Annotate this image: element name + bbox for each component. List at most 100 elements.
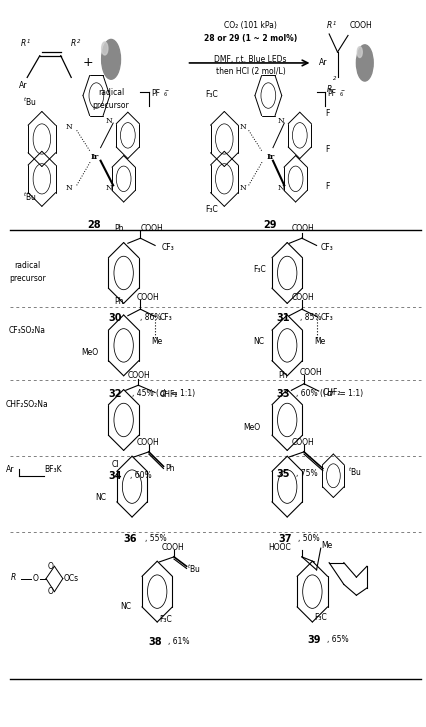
Text: N: N: [277, 117, 284, 125]
Text: NC: NC: [120, 602, 131, 611]
Text: , 75%: , 75%: [295, 469, 317, 478]
Text: N: N: [277, 184, 284, 192]
Text: Ir: Ir: [90, 153, 98, 161]
Ellipse shape: [101, 39, 120, 79]
Text: Ph: Ph: [115, 224, 124, 233]
Text: 37: 37: [278, 534, 291, 544]
Text: CF₃SO₂Na: CF₃SO₂Na: [9, 326, 46, 335]
Text: F₃C: F₃C: [205, 205, 218, 214]
Text: COOH: COOH: [299, 368, 322, 377]
Text: MeO: MeO: [81, 348, 98, 357]
Ellipse shape: [357, 47, 361, 57]
Text: Me: Me: [320, 541, 331, 550]
Text: 1: 1: [332, 21, 335, 26]
Text: COOH: COOH: [291, 293, 314, 302]
Text: N: N: [66, 184, 72, 192]
Text: dr: dr: [159, 389, 167, 398]
Text: N: N: [239, 184, 246, 192]
Text: R: R: [71, 39, 76, 49]
Text: , 86%: , 86%: [140, 313, 161, 322]
Text: Ph: Ph: [115, 297, 124, 305]
Text: R: R: [10, 573, 16, 582]
Text: , 60%: , 60%: [130, 470, 151, 480]
Text: Ar: Ar: [6, 465, 14, 475]
Text: CO₂ (101 kPa): CO₂ (101 kPa): [224, 21, 276, 31]
Text: Ar: Ar: [318, 58, 326, 68]
Text: Cl: Cl: [111, 459, 119, 469]
Text: O: O: [47, 562, 53, 571]
Text: 1: 1: [26, 39, 30, 44]
Text: 33: 33: [276, 389, 289, 399]
Text: F: F: [324, 145, 328, 154]
Text: , 55%: , 55%: [144, 534, 166, 542]
Text: , 60% ((: , 60% ((: [295, 389, 325, 398]
Text: 31: 31: [276, 313, 289, 323]
Text: PF: PF: [150, 89, 159, 98]
Ellipse shape: [356, 45, 372, 81]
Text: O: O: [47, 587, 53, 596]
Text: $_6^-$: $_6^-$: [338, 88, 345, 99]
Text: , 85%: , 85%: [299, 313, 320, 322]
Text: 29: 29: [263, 220, 276, 230]
Text: CF₃: CF₃: [320, 243, 333, 252]
Text: precursor: precursor: [9, 274, 46, 284]
Text: OCs: OCs: [64, 574, 79, 583]
Text: BF₃K: BF₃K: [44, 465, 61, 475]
Text: Me: Me: [314, 337, 325, 346]
Text: O: O: [32, 574, 38, 583]
Text: F: F: [324, 182, 328, 190]
Text: $^t$Bu: $^t$Bu: [23, 190, 37, 203]
Ellipse shape: [101, 42, 108, 55]
Text: COOH: COOH: [127, 371, 150, 380]
Text: F: F: [324, 109, 328, 119]
Text: NC: NC: [253, 337, 264, 346]
Text: Ph: Ph: [165, 464, 175, 473]
Text: HOOC: HOOC: [268, 543, 291, 552]
Text: 38: 38: [148, 637, 161, 646]
Text: $_6^-$: $_6^-$: [162, 88, 169, 99]
Text: COOH: COOH: [291, 224, 314, 233]
Text: , 50%: , 50%: [297, 534, 319, 542]
Text: , 61%: , 61%: [167, 637, 189, 646]
Text: R: R: [326, 21, 331, 31]
Text: NC: NC: [95, 493, 106, 502]
Text: , 65%: , 65%: [326, 635, 348, 644]
Text: , 45% (: , 45% (: [132, 389, 158, 398]
Text: 28: 28: [87, 220, 101, 230]
Text: Ir: Ir: [266, 153, 274, 161]
Text: N: N: [105, 117, 112, 125]
Text: precursor: precursor: [92, 100, 129, 110]
Text: Me: Me: [150, 337, 162, 346]
Text: COOH: COOH: [140, 224, 163, 233]
Text: COOH: COOH: [136, 438, 158, 447]
Text: CHF₂: CHF₂: [322, 388, 340, 397]
Text: radical: radical: [14, 261, 40, 270]
Text: then HCl (2 mol/L): then HCl (2 mol/L): [216, 67, 285, 76]
Text: N: N: [66, 124, 72, 132]
Text: 2: 2: [77, 39, 80, 44]
Text: F₃C: F₃C: [314, 614, 326, 622]
Text: $^t$Bu: $^t$Bu: [347, 466, 361, 478]
Text: 35: 35: [276, 469, 289, 479]
Text: DMF, r.t. Blue LEDs: DMF, r.t. Blue LEDs: [214, 55, 286, 65]
Text: $^t$Bu: $^t$Bu: [186, 562, 200, 574]
Text: CF₃: CF₃: [161, 243, 174, 252]
Text: PF: PF: [326, 89, 335, 98]
Text: CHF₂: CHF₂: [159, 390, 177, 399]
Text: 30: 30: [108, 313, 122, 323]
Text: Ph: Ph: [278, 371, 287, 380]
Text: COOH: COOH: [349, 21, 372, 31]
Text: COOH: COOH: [136, 293, 158, 302]
Text: radical: radical: [98, 88, 124, 97]
Text: N: N: [239, 124, 246, 132]
Text: = 1:1): = 1:1): [169, 389, 195, 398]
Text: 2: 2: [332, 76, 335, 81]
Text: $^t$Bu: $^t$Bu: [23, 95, 37, 108]
Text: 32: 32: [108, 389, 122, 399]
Text: R: R: [20, 39, 26, 49]
Text: CF₃: CF₃: [320, 313, 333, 322]
Text: 36: 36: [123, 534, 136, 544]
Text: dr: dr: [326, 389, 334, 398]
Text: MeO: MeO: [242, 422, 259, 432]
Text: 34: 34: [108, 470, 122, 481]
